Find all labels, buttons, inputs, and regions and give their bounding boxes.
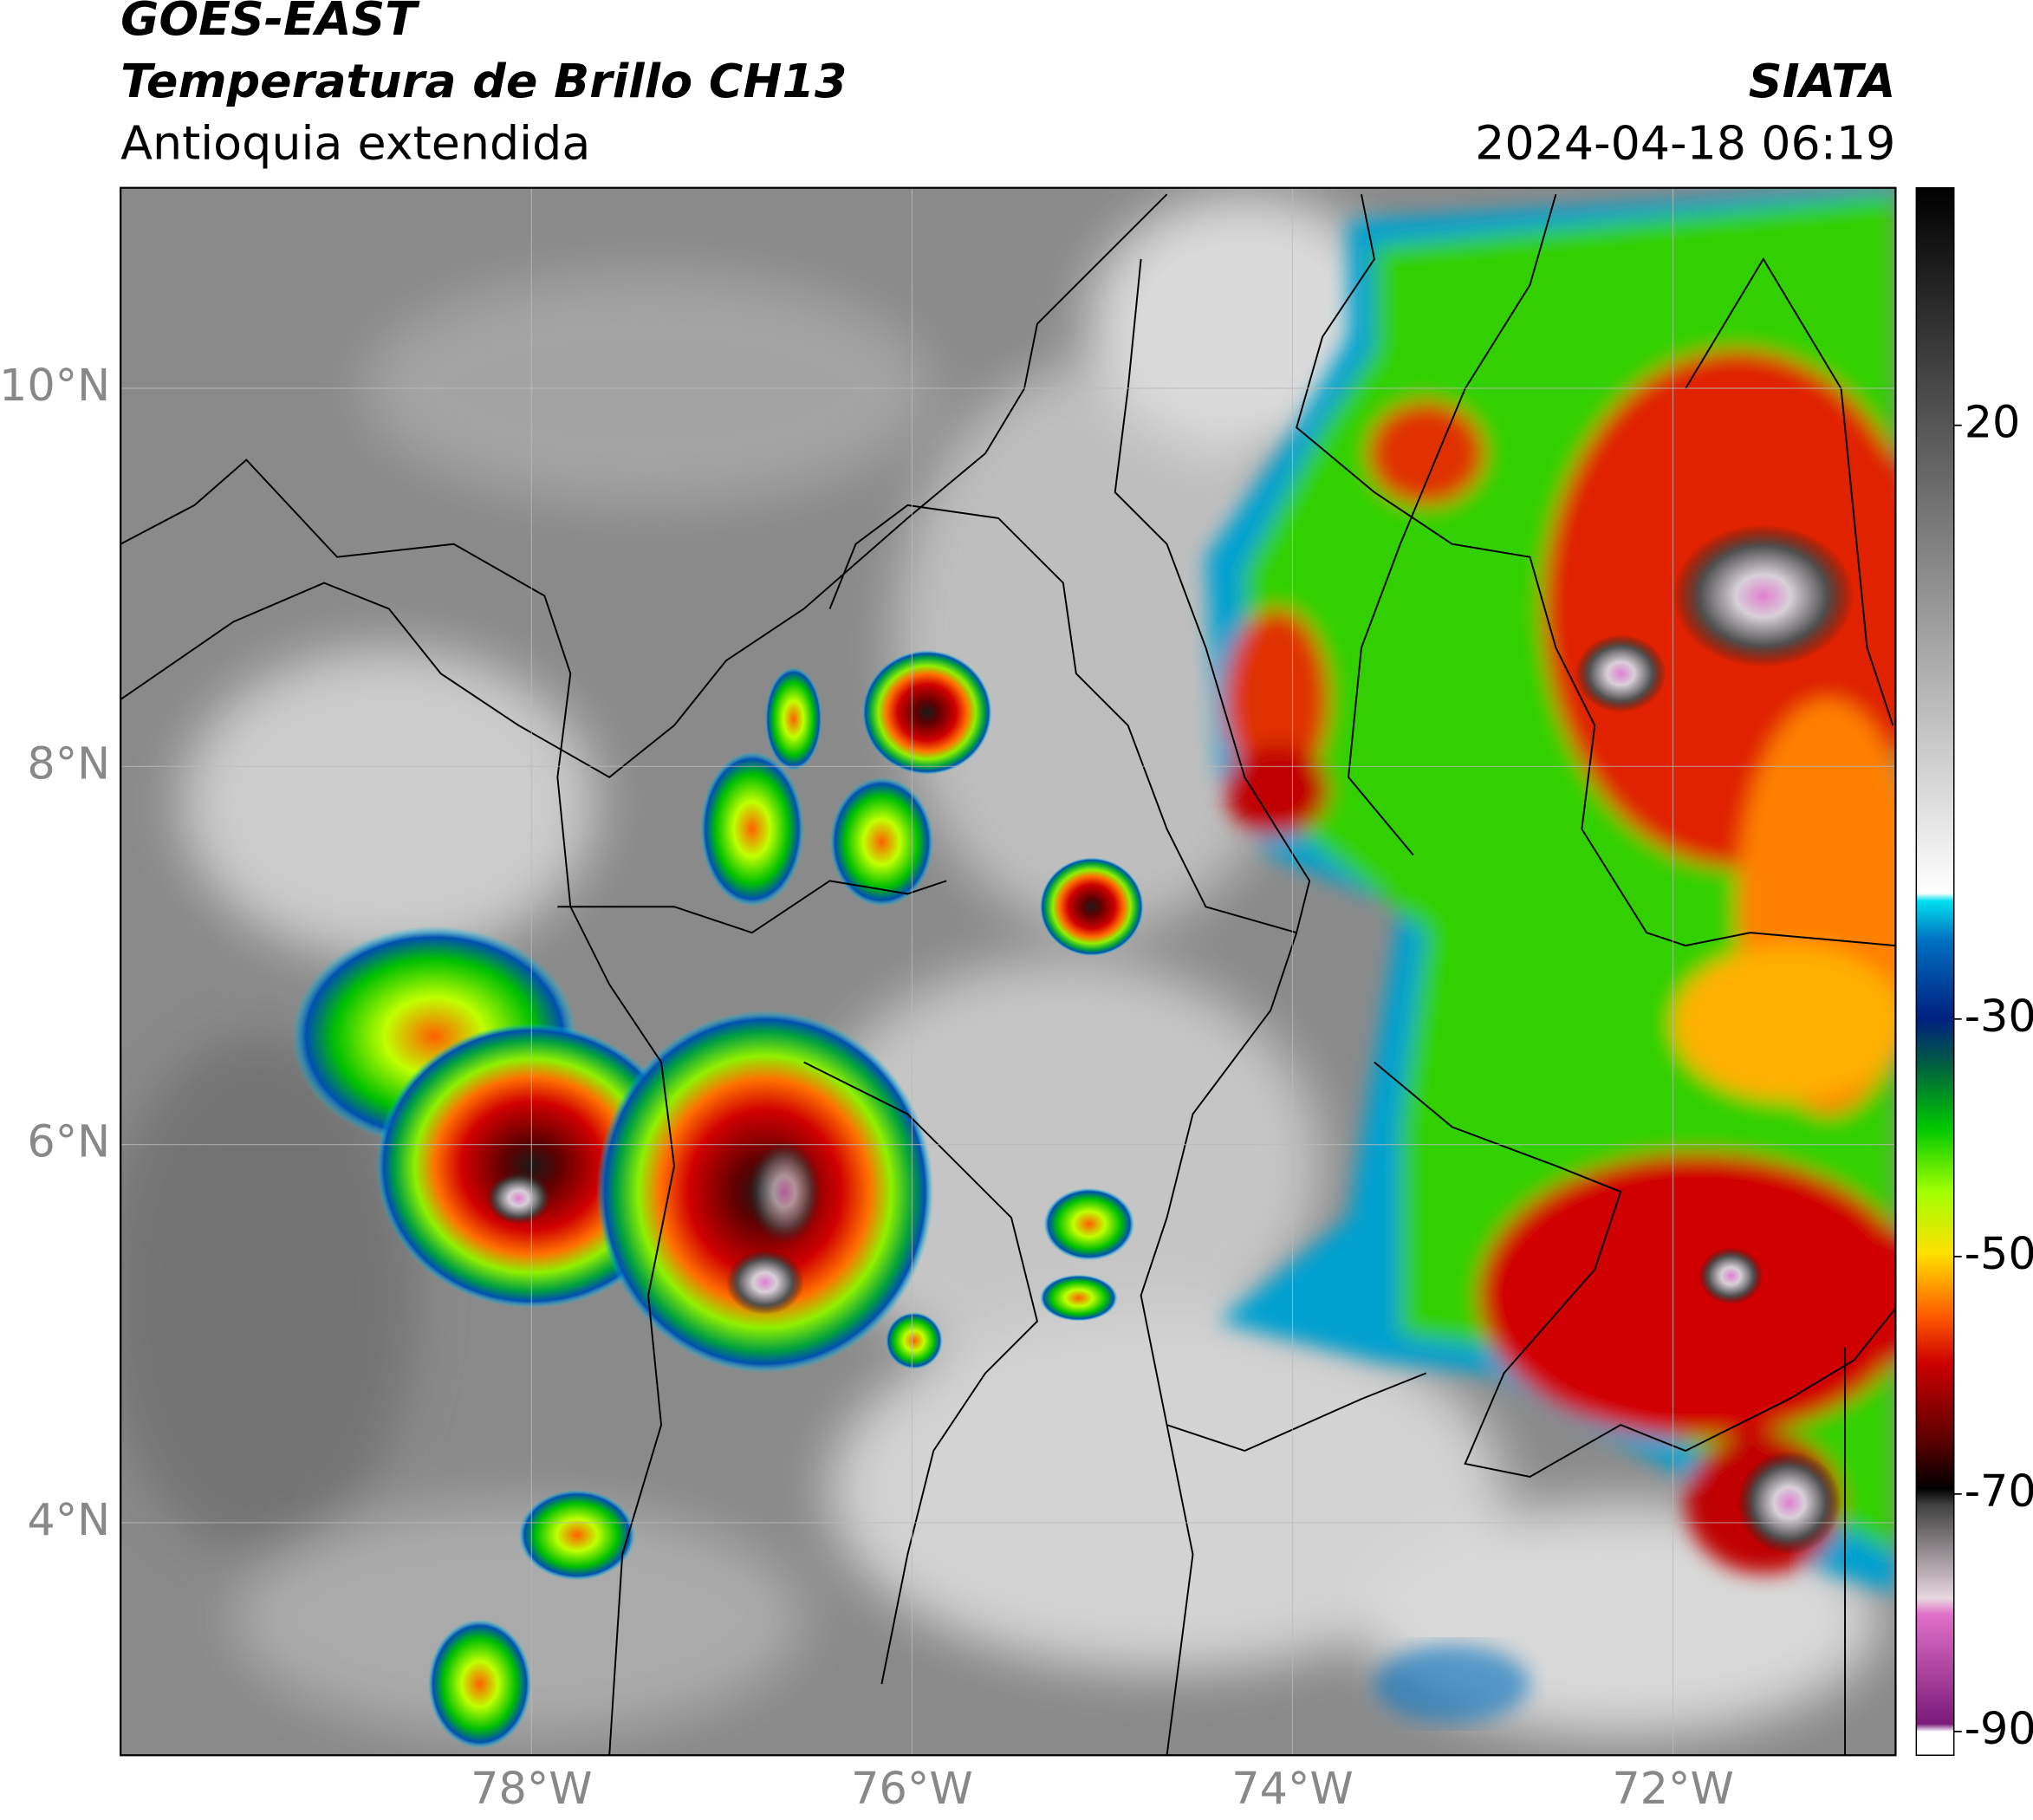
title: GOES-EAST: [120, 0, 420, 46]
colorbar-tick-label: 20: [1965, 397, 2021, 448]
colorbar-tick-label: -50: [1965, 1228, 2033, 1279]
map-frame: [120, 186, 1897, 1757]
colorbar-tick-label: -70: [1965, 1466, 2033, 1517]
lat-tick-label: 4°N: [27, 1494, 110, 1545]
lon-tick-label: 74°W: [1231, 1763, 1353, 1814]
lat-tick-label: 10°N: [0, 360, 110, 411]
colorbar-tick-label: -90: [1965, 1703, 2033, 1754]
colorbar: [1915, 186, 1955, 1757]
lon-tick-label: 72°W: [1612, 1763, 1733, 1814]
lon-tick-label: 78°W: [471, 1763, 592, 1814]
lat-tick-label: 6°N: [27, 1116, 110, 1167]
lon-tick-label: 76°W: [851, 1763, 972, 1814]
subtitle: Temperatura de Brillo CH13: [120, 54, 847, 108]
satellite-image: [120, 187, 1896, 1756]
colorbar-tick-label: -30: [1965, 991, 2033, 1042]
source: SIATA: [1749, 54, 1896, 108]
region: Antioquia extendida: [120, 116, 590, 171]
timestamp: 2024-04-18 06:19: [1475, 116, 1895, 171]
graticule: [120, 187, 1896, 1756]
lat-tick-label: 8°N: [27, 738, 110, 789]
